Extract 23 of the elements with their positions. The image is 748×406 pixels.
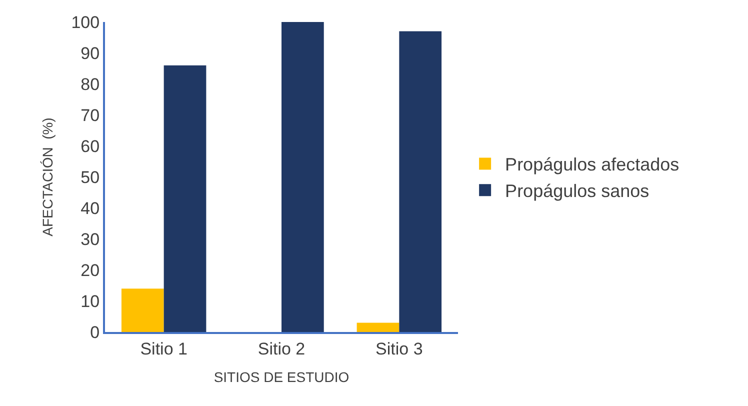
y-tick-label: 40 bbox=[80, 198, 100, 218]
y-tick-label: 0 bbox=[90, 322, 100, 342]
x-axis-title: SITIOS DE ESTUDIO bbox=[214, 369, 350, 386]
y-tick-label: 60 bbox=[80, 136, 100, 156]
x-tick-label: Sitio 2 bbox=[258, 339, 306, 358]
legend-label: Propágulos afectados bbox=[505, 154, 680, 175]
bar bbox=[282, 22, 324, 332]
bar bbox=[164, 65, 206, 332]
bar bbox=[121, 288, 164, 332]
y-tick-label: 20 bbox=[80, 260, 100, 280]
y-axis-title: AFECTACIÓN (%) bbox=[39, 118, 56, 236]
y-tick-label: 70 bbox=[80, 106, 100, 125]
y-tick-label: 80 bbox=[80, 74, 100, 94]
x-tick-label: Sitio 1 bbox=[140, 339, 188, 358]
y-tick-label: 30 bbox=[80, 230, 100, 249]
bar bbox=[356, 322, 400, 332]
y-tick-label: 10 bbox=[80, 292, 100, 311]
y-tick-label: 50 bbox=[80, 168, 100, 187]
y-tick-label: 90 bbox=[80, 44, 100, 63]
bar bbox=[399, 31, 442, 332]
y-tick-label: 100 bbox=[71, 12, 100, 32]
legend-label: Propágulos sanos bbox=[505, 181, 650, 202]
x-tick-label: Sitio 3 bbox=[376, 339, 423, 358]
